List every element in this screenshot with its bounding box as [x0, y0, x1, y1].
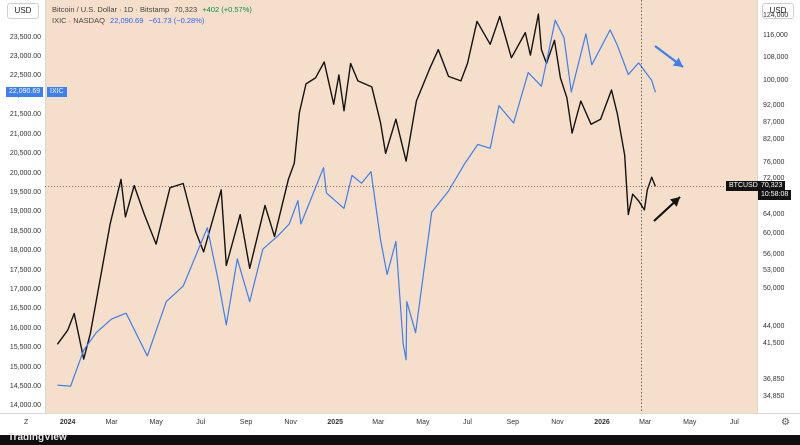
footer: TradingView [0, 432, 800, 445]
right-tick-label: 41,500 [763, 340, 785, 348]
left-tick-label: 23,500.00 [9, 33, 41, 41]
btc-trend-arrow-head [669, 197, 680, 207]
x-tick-label: 2024 [59, 419, 76, 426]
btc-symbol-tag: BTCUSD [726, 181, 761, 192]
left-tick-label: 18,500.00 [9, 227, 41, 235]
left-tick-label: 17,500.00 [9, 266, 41, 274]
plot-area[interactable] [45, 0, 757, 413]
legend-ixic[interactable]: IXIC · NASDAQ 22,090.69 −61.73 (−0.28%) [52, 15, 255, 26]
chart-legend: Bitcoin / U.S. Dollar · 1D · Bitstamp 70… [52, 4, 255, 26]
tradingview-logo: TradingView [8, 432, 67, 443]
x-tick-label: Mar [639, 419, 652, 426]
right-tick-label: 64,000 [763, 210, 785, 218]
btc-countdown-tag: 10:58:08 [758, 190, 792, 201]
left-tick-label: 18,000.00 [9, 247, 41, 255]
right-tick-label: 108,000 [763, 53, 789, 61]
legend-ixic-change: −61.73 (−0.28%) [148, 16, 205, 25]
right-tick-label: 82,000 [763, 136, 785, 144]
legend-btc-title: Bitcoin / U.S. Dollar · 1D · Bitstamp [52, 5, 170, 14]
left-tick-label: 16,000.00 [9, 324, 41, 332]
left-tick-label: 15,500.00 [9, 344, 41, 352]
left-tick-label: 22,500.00 [9, 72, 41, 80]
left-tick-label: 21,000.00 [9, 130, 41, 138]
ixic-trend-arrow-head [672, 57, 683, 67]
x-tick-label: Mar [372, 419, 385, 426]
right-tick-label: 124,000 [763, 12, 789, 20]
left-tick-label: 17,000.00 [9, 285, 41, 293]
right-currency-button[interactable]: USD [762, 3, 794, 19]
legend-btc-price: 70,323 [174, 5, 198, 14]
x-tick-label: Sep [239, 419, 253, 426]
zoom-button[interactable]: Z [24, 419, 29, 426]
btc-series-line [56, 13, 657, 360]
ixic-series-line [57, 19, 656, 387]
left-tick-label: 19,000.00 [9, 208, 41, 216]
left-tick-label: 20,000.00 [9, 169, 41, 177]
right-tick-label: 60,000 [763, 229, 785, 237]
legend-ixic-price: 22,090.69 [110, 16, 144, 25]
x-tick-label: 2026 [594, 419, 610, 426]
time-axis[interactable]: Z 2024 Mar May Jul Sep Nov 2025 Mar May Jul Sep Nov… [0, 413, 800, 436]
right-tick-label: 50,000 [763, 284, 785, 292]
right-tick-label: 72,000 [763, 175, 785, 183]
x-tick-label: May [683, 419, 697, 426]
right-tick-label: 100,000 [763, 76, 789, 84]
left-tick-label: 14,500.00 [9, 382, 41, 390]
right-tick-label: 44,000 [763, 322, 785, 330]
left-currency-button[interactable]: USD [7, 3, 39, 19]
chart-svg [45, 0, 757, 413]
right-tick-label: 92,000 [763, 101, 785, 109]
btc-price-tag: 70,323 [758, 181, 786, 192]
left-tick-label: 20,500.00 [9, 150, 41, 158]
x-tick-label: Mar [105, 419, 118, 426]
ixic-price-tag: 22,090.69 [6, 87, 44, 98]
left-tick-label: 16,500.00 [9, 305, 41, 313]
x-tick-label: 2025 [327, 419, 343, 426]
ixic-symbol-tag: IXIC [47, 87, 67, 98]
x-tick-label: May [149, 419, 163, 426]
left-tick-label: 23,000.00 [9, 53, 41, 61]
legend-btc-change: +402 (+0.57%) [202, 5, 252, 14]
left-tick-label: 15,000.00 [9, 363, 41, 371]
legend-ixic-title: IXIC · NASDAQ [52, 16, 105, 25]
x-tick-label: Nov [551, 419, 564, 426]
x-tick-label: Jul [196, 419, 206, 426]
x-tick-label: May [416, 419, 430, 426]
right-tick-label: 116,000 [763, 32, 788, 40]
legend-btc[interactable]: Bitcoin / U.S. Dollar · 1D · Bitstamp 70… [52, 4, 255, 15]
right-tick-label: 56,000 [763, 250, 785, 258]
right-tick-label: 53,000 [763, 267, 785, 275]
gear-icon[interactable]: ⚙ [781, 417, 790, 428]
x-tick-label: Nov [284, 419, 297, 426]
right-tick-label: 34,850 [763, 392, 785, 400]
x-tick-label: Jul [729, 419, 739, 426]
x-tick-label: Sep [506, 419, 520, 426]
left-tick-label: 21,500.00 [9, 111, 41, 119]
left-price-axis[interactable]: USD 14,000.00 14,500.00 15,000.00 15,500.00… [0, 0, 46, 413]
x-tick-label: Jul [463, 419, 472, 426]
left-tick-label: 19,500.00 [9, 188, 41, 196]
left-tick-label: 14,000.00 [9, 402, 41, 410]
right-tick-label: 36,850 [763, 375, 785, 383]
right-tick-label: 76,000 [763, 159, 785, 167]
right-tick-label: 87,000 [763, 118, 785, 126]
